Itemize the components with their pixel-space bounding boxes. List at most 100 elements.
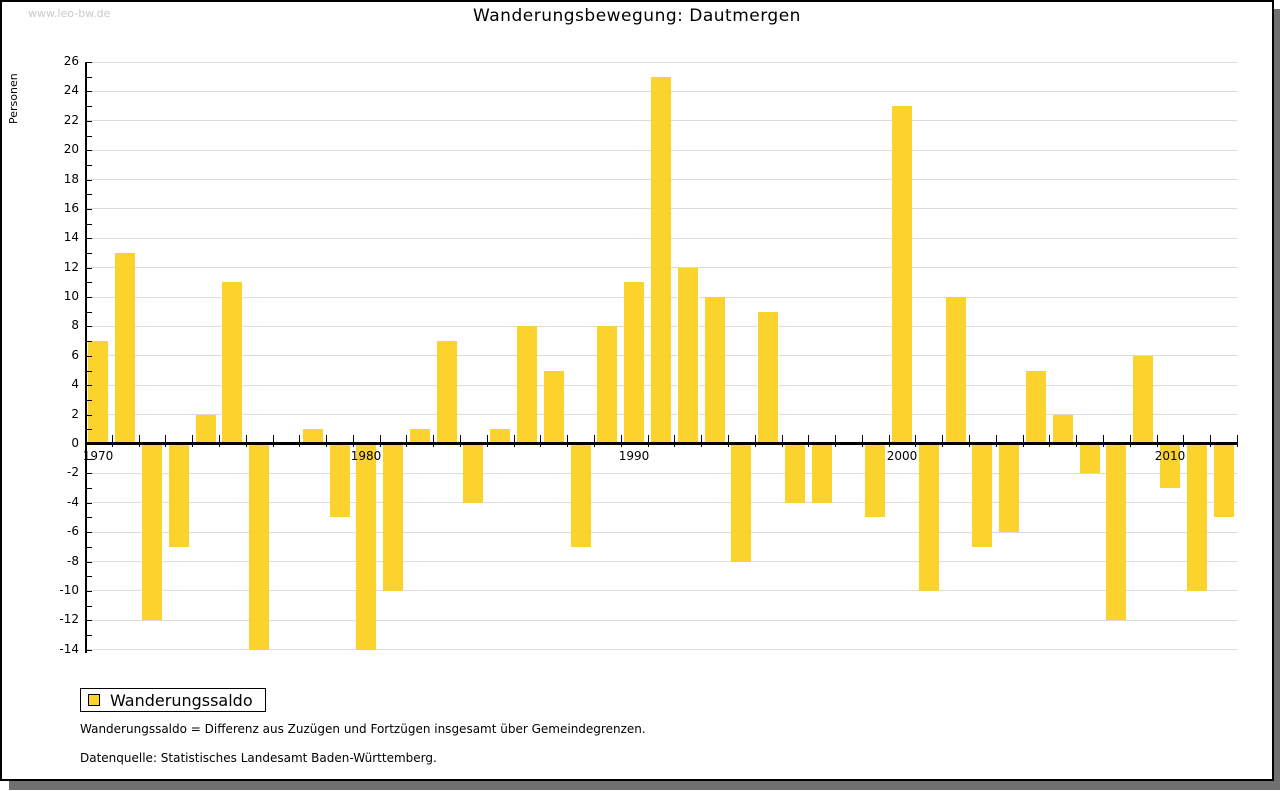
gridline-y--6 <box>85 531 1237 533</box>
bar-2010 <box>1160 444 1180 488</box>
y-tick-label--12: -12 <box>59 612 79 627</box>
bar-1996 <box>785 444 805 503</box>
x-tick <box>1157 435 1158 447</box>
bar-1973 <box>169 444 189 547</box>
bar-2001 <box>919 444 939 591</box>
bar-1995 <box>758 312 778 444</box>
bar-1993 <box>705 297 725 444</box>
bar-1981 <box>383 444 403 591</box>
y-minor-tick <box>87 355 92 357</box>
y-tick-label--8: -8 <box>67 553 79 568</box>
x-tick <box>514 435 515 447</box>
x-tick <box>808 435 809 447</box>
gridline-y--2 <box>85 472 1237 474</box>
y-minor-tick <box>87 517 92 519</box>
y-tick-label-18: 18 <box>63 171 79 186</box>
y-tick-label-14: 14 <box>63 230 79 245</box>
y-tick-label-8: 8 <box>71 318 79 333</box>
bar-2011 <box>1187 444 1207 591</box>
y-tick-label--4: -4 <box>67 494 79 509</box>
x-tick <box>996 435 997 447</box>
bar-2004 <box>999 444 1019 532</box>
bar-1990 <box>624 282 644 444</box>
x-tick <box>353 435 354 447</box>
x-tick <box>460 435 461 447</box>
y-minor-tick <box>87 458 92 460</box>
y-minor-tick <box>87 179 92 181</box>
x-tick <box>406 435 407 447</box>
x-tick <box>674 435 675 447</box>
gridline-y--8 <box>85 561 1237 563</box>
bar-2008 <box>1106 444 1126 620</box>
y-minor-tick <box>87 267 92 269</box>
x-decade-label-1970: 1970 <box>82 449 114 463</box>
bar-2000 <box>892 106 912 444</box>
gridline-y--14 <box>85 649 1237 651</box>
y-tick-label-10: 10 <box>63 289 79 304</box>
y-minor-tick <box>87 576 92 578</box>
bar-1979 <box>330 444 350 517</box>
x-tick <box>112 435 113 447</box>
bar-1976 <box>249 444 269 650</box>
bar-1983 <box>437 341 457 444</box>
y-minor-tick <box>87 444 92 445</box>
y-tick-label-20: 20 <box>63 142 79 157</box>
bar-1972 <box>142 444 162 620</box>
x-decade-label-1990: 1990 <box>618 449 650 463</box>
y-minor-tick <box>87 297 92 299</box>
x-tick <box>380 435 381 447</box>
bar-2012 <box>1214 444 1234 517</box>
x-tick <box>1103 435 1104 447</box>
x-tick <box>487 435 488 447</box>
x-tick <box>165 435 166 447</box>
gridline-y-26 <box>85 61 1237 63</box>
x-tick <box>915 435 916 447</box>
x-tick <box>755 435 756 447</box>
legend-swatch-icon <box>88 694 100 706</box>
y-minor-tick <box>87 620 92 622</box>
y-minor-tick <box>87 546 92 548</box>
x-decade-label-2010: 2010 <box>1154 449 1186 463</box>
bar-2009 <box>1133 356 1153 444</box>
bar-1988 <box>571 444 591 547</box>
y-minor-tick <box>87 370 92 372</box>
footnote-source: Datenquelle: Statistisches Landesamt Bad… <box>80 751 437 765</box>
legend-label: Wanderungssaldo <box>110 690 253 710</box>
y-tick-label--2: -2 <box>67 465 79 480</box>
y-minor-tick <box>87 473 92 475</box>
bar-1986 <box>517 326 537 444</box>
y-minor-tick <box>87 311 92 313</box>
y-minor-tick <box>87 649 92 651</box>
x-tick <box>835 435 836 447</box>
x-tick <box>648 435 649 447</box>
bar-1991 <box>651 77 671 444</box>
y-minor-tick <box>87 62 92 64</box>
x-tick <box>246 435 247 447</box>
x-tick <box>1076 435 1077 447</box>
x-tick <box>1183 435 1184 447</box>
y-minor-tick <box>87 605 92 607</box>
bar-2005 <box>1026 371 1046 444</box>
bar-1974 <box>196 415 216 444</box>
y-minor-tick <box>87 253 92 255</box>
x-tick <box>782 435 783 447</box>
y-axis-line <box>85 62 87 653</box>
y-minor-tick <box>87 76 92 78</box>
bar-1987 <box>544 371 564 444</box>
y-minor-tick <box>87 341 92 343</box>
x-tick <box>273 435 274 447</box>
y-tick-label-26: 26 <box>63 54 79 69</box>
x-tick <box>701 435 702 447</box>
bar-1985 <box>490 429 510 444</box>
y-minor-tick <box>87 561 92 563</box>
y-minor-tick <box>87 238 92 240</box>
y-minor-tick <box>87 150 92 152</box>
bar-1975 <box>222 282 242 444</box>
bar-1989 <box>597 326 617 444</box>
x-axis-zero-line <box>85 442 1237 445</box>
y-tick-label-12: 12 <box>63 259 79 274</box>
y-tick-label-24: 24 <box>63 83 79 98</box>
y-tick-label-0: 0 <box>71 436 79 450</box>
plot-area: -14 -12 -10 -8 -6 -4 -2 0 2 4 6 8 10 12 14 16 18 20 22 24 26… <box>59 54 1238 656</box>
bar-2007 <box>1080 444 1100 473</box>
